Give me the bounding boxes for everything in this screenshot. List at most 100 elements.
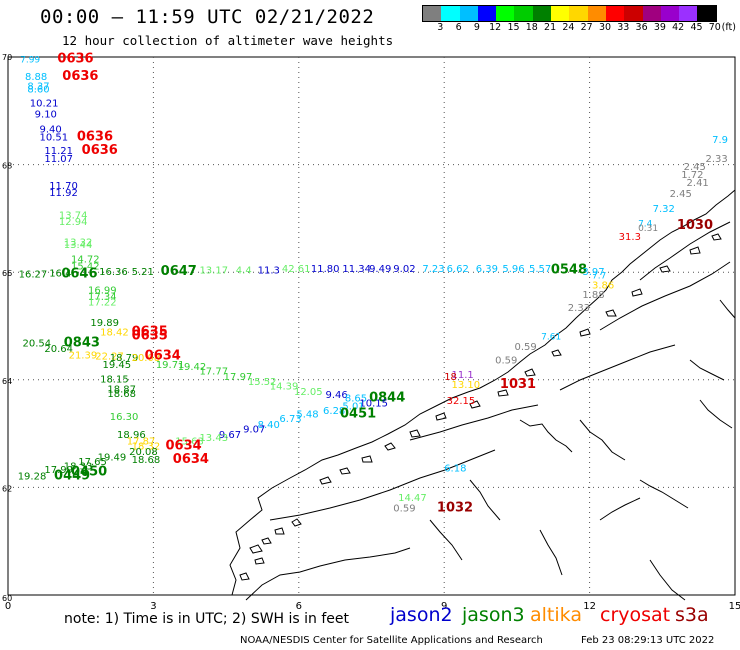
wave-height-label: 0548	[551, 262, 587, 277]
legend-swatch	[642, 6, 661, 21]
wave-height-label: 18.68	[107, 389, 136, 400]
wave-height-label: 5.48	[296, 409, 318, 420]
legend-swatch	[459, 6, 478, 21]
wave-height-label: 9.40	[40, 124, 62, 135]
wave-height-label: 5.01	[342, 401, 364, 412]
legend-swatch	[660, 6, 680, 21]
legend-label: 30	[598, 22, 612, 33]
wave-height-label: 16.27	[19, 270, 48, 281]
wave-height-label: 0.59	[393, 504, 415, 515]
wave-height-label: 0843	[64, 335, 100, 350]
legend-swatch	[679, 6, 698, 21]
wave-height-label: 7.9	[712, 135, 728, 146]
wave-height-label: 6.28	[323, 406, 345, 417]
page-subtitle: 12 hour collection of altimeter wave hei…	[62, 33, 394, 48]
wave-height-label: 5.21	[132, 267, 154, 278]
legend-label: 36	[635, 22, 648, 33]
wave-height-label: 7.4	[638, 219, 653, 229]
inland-lake-5	[699, 399, 733, 429]
wave-height-label: 0449	[54, 468, 90, 483]
wave-height-label: 0451	[340, 406, 376, 421]
wave-height-label: 2.45	[670, 189, 692, 200]
wave-height-label: 0636	[77, 129, 113, 144]
wave-height-label: 9.67	[219, 430, 241, 441]
legend-swatch	[441, 6, 460, 21]
wave-height-label: 18.96	[117, 430, 146, 441]
inland-lake-3	[639, 479, 689, 509]
wave-height-label: 20.64	[44, 344, 73, 355]
wave-height-label: 10.15	[359, 399, 388, 410]
wave-height-label: 13.17	[199, 265, 228, 276]
wave-height-label: 0634	[145, 348, 181, 363]
color-scale-labels: 3 6 9 12 15 18 21 24 27 30 33 36 39 42 45 70 (ft)	[422, 22, 740, 34]
wave-height-label: 22.27	[95, 351, 124, 362]
islands-north	[469, 233, 722, 409]
wave-height-label: 8.65	[345, 393, 367, 404]
color-scale-legend	[422, 5, 717, 22]
legend-label: 9	[473, 22, 480, 33]
inland-lake-2	[579, 419, 626, 461]
x-tick-label: 12	[583, 601, 596, 612]
inland-lake-4	[599, 497, 641, 521]
wave-height-label: 5.57	[529, 264, 551, 275]
wave-height-label: 6.73	[279, 414, 301, 425]
wave-height-label: 0844	[369, 390, 405, 405]
wave-height-label: 20.08	[129, 447, 158, 458]
legend-swatch	[624, 6, 643, 21]
wave-height-label: 0635	[132, 328, 168, 343]
footer-credit: NOAA/NESDIS Center for Satellite Applica…	[240, 635, 543, 646]
wave-height-label: 14.47	[398, 493, 427, 504]
inland-lake-1	[519, 419, 573, 453]
legend-label: 33	[617, 22, 630, 33]
legend-swatch	[605, 6, 625, 21]
y-tick-label: 64	[2, 377, 12, 386]
islands-west	[239, 518, 302, 581]
wave-height-label: 0635	[132, 325, 168, 340]
wave-height-label: 18.32	[132, 442, 161, 453]
satellite-jason3: jason3	[462, 604, 525, 626]
x-tick-label: 9	[441, 601, 447, 612]
legend-swatch	[551, 6, 570, 21]
footer-note: note: 1) Time is in UTC; 2) SWH is in fe…	[64, 611, 350, 627]
legend-label: 70	[708, 22, 721, 33]
wave-height-label: 7.7	[592, 272, 606, 282]
wave-height-label: 0636	[57, 51, 93, 66]
y-tick-label: 68	[2, 162, 12, 171]
wave-height-label: 17.22	[88, 298, 117, 309]
wave-height-label: 19.49	[98, 453, 127, 464]
wave-height-label: 17.99	[44, 465, 73, 476]
page-title: 00:00 – 11:59 UTC 02/21/2022	[40, 6, 375, 28]
fjord-3	[409, 404, 539, 441]
wave-height-label: 11.07	[44, 154, 73, 165]
legend-label: 42	[672, 22, 685, 33]
wave-height-label: 8.40	[258, 420, 280, 431]
wave-height-label: 17.65	[78, 457, 107, 468]
wave-height-label: 19.42	[178, 362, 207, 373]
wave-height-label: 5.96	[502, 264, 524, 275]
legend-label: 39	[653, 22, 666, 33]
y-tick-label: 62	[2, 484, 12, 493]
wave-height-label: 17.34	[88, 292, 117, 303]
wave-height-label: 0634	[166, 439, 202, 454]
wave-height-label: 2.45	[684, 162, 706, 173]
legend-swatch	[569, 6, 588, 21]
legend-label: 45	[690, 22, 703, 33]
wave-height-label: 0646	[61, 267, 97, 282]
y-tick-label: 60	[2, 594, 12, 603]
wave-height-label: 18.68	[132, 455, 161, 466]
x-tick-label: 15	[729, 601, 740, 612]
coastline	[229, 189, 736, 601]
wave-height-label: 14.72	[71, 255, 100, 266]
wave-height-label: 0636	[82, 143, 118, 158]
wave-height-label: 7.23	[422, 264, 444, 275]
wave-height-label: 18.15	[100, 374, 129, 385]
wave-height-label: 9.07	[243, 425, 265, 436]
wave-height-label: 13.32	[64, 237, 93, 248]
inland-lake-11	[429, 519, 463, 561]
wave-height-label: 6.62	[447, 264, 469, 275]
wave-height-label: 17.97	[224, 372, 253, 383]
wave-height-label: 15.52	[248, 377, 277, 388]
wave-height-label: 12.94	[59, 217, 88, 228]
wave-height-label: 18.33	[64, 462, 93, 473]
wave-height-label: 15.42	[71, 262, 100, 273]
